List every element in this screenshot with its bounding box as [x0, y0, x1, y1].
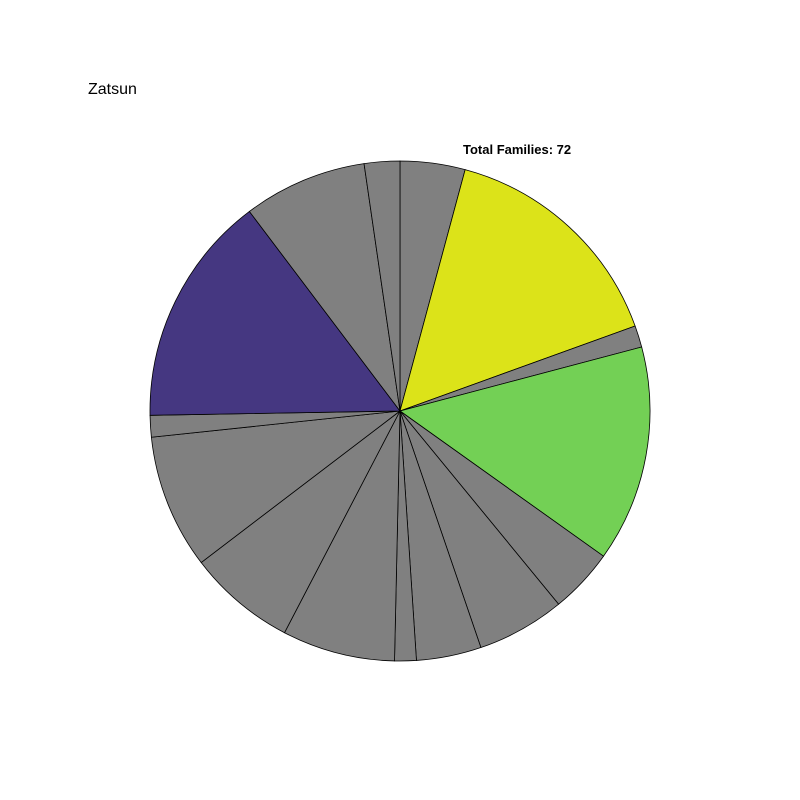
pie-slices	[149, 160, 651, 662]
pie-slice-15	[363, 160, 401, 412]
pie-slice-13	[149, 210, 401, 416]
pie-slice-11	[150, 410, 402, 564]
pie-slice-9	[283, 410, 401, 662]
pie-slice-2	[399, 169, 636, 412]
chart-title: Zatsun	[88, 81, 137, 98]
pie-slice-10	[200, 410, 401, 634]
pie-slice-14	[248, 163, 401, 412]
pie-slice-4	[399, 346, 651, 557]
chart-subtitle: Total Families: 72	[463, 142, 572, 157]
